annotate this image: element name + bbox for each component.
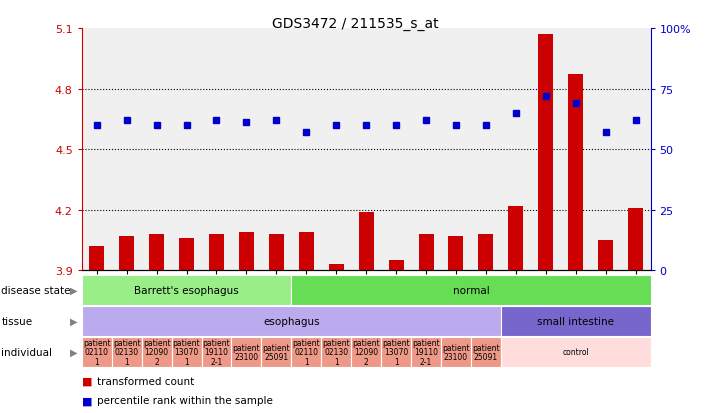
Bar xyxy=(201,337,232,367)
Bar xyxy=(381,337,411,367)
Text: patient
02110
1: patient 02110 1 xyxy=(292,338,320,366)
Text: patient
13070
1: patient 13070 1 xyxy=(173,338,201,366)
Bar xyxy=(292,337,321,367)
Bar xyxy=(292,275,651,305)
Text: patient
25091: patient 25091 xyxy=(262,343,290,361)
Text: GDS3472 / 211535_s_at: GDS3472 / 211535_s_at xyxy=(272,17,439,31)
Bar xyxy=(358,212,374,271)
Text: patient
02110
1: patient 02110 1 xyxy=(83,338,110,366)
Text: patient
02130
1: patient 02130 1 xyxy=(113,338,141,366)
Bar xyxy=(112,337,141,367)
Text: individual: individual xyxy=(1,347,53,357)
Text: ■: ■ xyxy=(82,395,92,405)
Bar xyxy=(171,337,201,367)
Bar xyxy=(141,337,171,367)
Bar xyxy=(598,240,613,271)
Bar xyxy=(501,306,651,336)
Bar xyxy=(479,234,493,271)
Bar xyxy=(441,337,471,367)
Text: esophagus: esophagus xyxy=(263,316,320,326)
Bar xyxy=(471,337,501,367)
Bar xyxy=(82,337,112,367)
Text: patient
12090
2: patient 12090 2 xyxy=(353,338,380,366)
Bar xyxy=(119,236,134,271)
Text: patient
19110
2-1: patient 19110 2-1 xyxy=(203,338,230,366)
Text: ▶: ▶ xyxy=(70,347,77,357)
Text: tissue: tissue xyxy=(1,316,33,326)
Text: control: control xyxy=(562,348,589,356)
Bar xyxy=(538,35,553,271)
Bar xyxy=(568,75,583,271)
Bar xyxy=(299,232,314,271)
Bar xyxy=(90,247,105,271)
Bar xyxy=(389,261,404,271)
Text: ■: ■ xyxy=(82,376,92,386)
Bar xyxy=(179,238,194,271)
Text: ▶: ▶ xyxy=(70,285,77,295)
Bar xyxy=(82,306,501,336)
Bar xyxy=(508,206,523,271)
Text: disease state: disease state xyxy=(1,285,71,295)
Text: ▶: ▶ xyxy=(70,316,77,326)
Bar xyxy=(628,208,643,271)
Bar xyxy=(82,275,292,305)
Bar xyxy=(232,337,262,367)
Bar xyxy=(328,264,343,271)
Text: patient
23100: patient 23100 xyxy=(232,343,260,361)
Text: normal: normal xyxy=(453,285,489,295)
Bar xyxy=(239,232,254,271)
Text: patient
13070
1: patient 13070 1 xyxy=(383,338,410,366)
Text: percentile rank within the sample: percentile rank within the sample xyxy=(97,395,273,405)
Bar xyxy=(449,236,464,271)
Bar xyxy=(149,234,164,271)
Text: patient
23100: patient 23100 xyxy=(442,343,470,361)
Bar xyxy=(262,337,292,367)
Text: transformed count: transformed count xyxy=(97,376,195,386)
Bar xyxy=(321,337,351,367)
Text: patient
02130
1: patient 02130 1 xyxy=(322,338,350,366)
Bar xyxy=(501,337,651,367)
Bar xyxy=(269,234,284,271)
Text: patient
25091: patient 25091 xyxy=(472,343,500,361)
Text: patient
12090
2: patient 12090 2 xyxy=(143,338,171,366)
Text: Barrett's esophagus: Barrett's esophagus xyxy=(134,285,239,295)
Bar xyxy=(411,337,441,367)
Bar xyxy=(419,234,434,271)
Bar xyxy=(209,234,224,271)
Bar xyxy=(351,337,381,367)
Text: patient
19110
2-1: patient 19110 2-1 xyxy=(412,338,440,366)
Text: small intestine: small intestine xyxy=(538,316,614,326)
